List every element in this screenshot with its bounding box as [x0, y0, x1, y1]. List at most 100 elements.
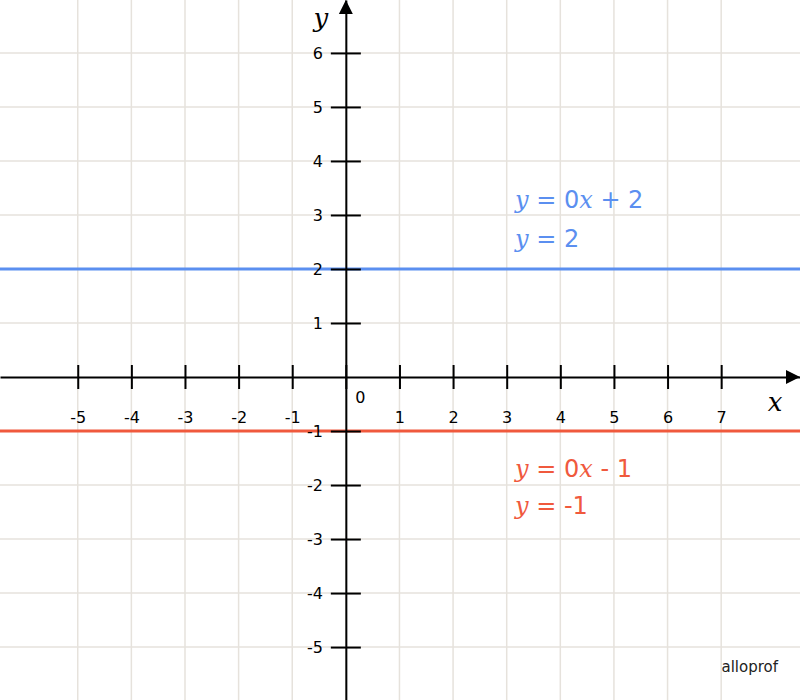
text-part: = 0 — [529, 186, 580, 214]
y-tick: 2 — [313, 260, 361, 279]
x-tick-label: 4 — [556, 408, 566, 427]
x-axis-arrow — [786, 370, 800, 384]
x-tick-label: 0 — [355, 388, 365, 407]
x-grid-line — [184, 0, 186, 700]
x-tick-label: 7 — [717, 408, 727, 427]
equation-label: y = 0x + 2 — [514, 186, 643, 214]
x-tick: 2 — [448, 365, 458, 427]
x-tick-mark — [399, 365, 401, 389]
y-grid-line — [0, 538, 800, 540]
equation-label: y = 0x - 1 — [514, 455, 632, 483]
y-tick: 5 — [313, 98, 361, 117]
x-tick-label: -2 — [231, 408, 247, 427]
y-tick-mark — [331, 214, 361, 216]
y-grid-line — [0, 646, 800, 648]
text-part: = 2 — [529, 225, 580, 253]
y-grid-line — [0, 106, 800, 108]
x-tick: 1 — [395, 365, 405, 427]
x-grid-line — [560, 0, 562, 700]
x-grid-line — [131, 0, 133, 700]
y-grid-line — [0, 268, 800, 270]
equation-label: y = -1 — [514, 492, 588, 520]
y-tick: 6 — [313, 44, 361, 63]
y-tick: -2 — [307, 476, 361, 495]
background — [0, 0, 800, 700]
annotations: y = 0x + 2y = 2y = 0x - 1y = -1 — [514, 186, 643, 520]
x-axis: -5 -4 -3 -2 -1 0 1 2 3 4 5 6 7 — [1, 365, 800, 427]
x-grid-line — [399, 0, 401, 700]
y-axis: -5 -4 -3 -2 -1 1 2 3 4 5 6 — [307, 1, 361, 700]
x-grid-line — [613, 0, 615, 700]
x-grid-line — [238, 0, 240, 700]
y-tick-label: 4 — [313, 152, 323, 171]
x-tick: 7 — [717, 365, 727, 427]
x-tick-mark — [453, 365, 455, 389]
y-tick: 1 — [313, 314, 361, 333]
y-tick: -4 — [307, 584, 361, 603]
y-tick-mark — [331, 647, 361, 649]
variable: x — [579, 455, 593, 483]
x-tick-label: 2 — [448, 408, 458, 427]
y-grid-line — [0, 430, 800, 432]
variable: y — [514, 225, 529, 253]
x-grid-line — [452, 0, 454, 700]
x-tick-mark — [560, 365, 562, 389]
x-tick: -2 — [231, 365, 247, 427]
x-tick-label: 5 — [609, 408, 619, 427]
x-tick-mark — [721, 365, 723, 389]
y-tick-label: 6 — [313, 44, 323, 63]
x-grid-line — [291, 0, 293, 700]
x-tick: -1 — [285, 365, 301, 427]
y-axis-arrow — [339, 0, 353, 14]
y-tick-label: 2 — [313, 260, 323, 279]
x-tick: 5 — [609, 365, 619, 427]
x-tick-label: 1 — [395, 408, 405, 427]
x-tick: -4 — [124, 365, 140, 427]
equation-label: y = 2 — [514, 225, 579, 253]
y-tick-label: -5 — [307, 638, 323, 657]
y-tick-mark — [331, 106, 361, 108]
y-tick-mark — [331, 268, 361, 270]
y-tick-label: -2 — [307, 476, 323, 495]
y-tick-mark — [331, 431, 361, 433]
variable: x — [579, 186, 593, 214]
y-tick-mark — [331, 539, 361, 541]
chart-svg: -5-4-3-2-101234567-5-4-3-2-1123456xyy = … — [0, 0, 800, 700]
x-tick: 6 — [663, 365, 673, 427]
x-tick: 3 — [502, 365, 512, 427]
x-grid-line — [720, 0, 722, 700]
y-tick-label: 1 — [313, 314, 323, 333]
y-tick-label: -3 — [307, 530, 323, 549]
variable: y — [514, 455, 529, 483]
y-tick: -3 — [307, 530, 361, 549]
x-tick-label: 6 — [663, 408, 673, 427]
x-axis-title: x — [768, 387, 783, 417]
y-tick-mark — [331, 593, 361, 595]
data-line — [0, 430, 800, 433]
data-line — [0, 267, 800, 270]
x-tick-label: -3 — [178, 408, 194, 427]
variable: y — [514, 492, 529, 520]
grid — [0, 0, 800, 700]
y-grid-line — [0, 52, 800, 54]
y-tick: -1 — [307, 422, 361, 441]
text-part: = 0 — [529, 455, 580, 483]
x-tick: 4 — [556, 365, 566, 427]
y-tick-label: -4 — [307, 584, 323, 603]
y-grid-line — [0, 592, 800, 594]
y-tick-label: -1 — [307, 422, 323, 441]
text-part: = -1 — [529, 492, 588, 520]
x-tick: -5 — [70, 365, 86, 427]
x-tick-mark — [667, 365, 669, 389]
y-grid-line — [0, 484, 800, 486]
x-tick: -3 — [178, 365, 194, 427]
y-grid-line — [0, 322, 800, 324]
y-tick-label: 3 — [313, 206, 323, 225]
x-tick: 0 — [346, 365, 365, 407]
y-tick-mark — [331, 160, 361, 162]
x-tick-mark — [77, 365, 79, 389]
x-grid-line — [506, 0, 508, 700]
x-tick-label: -5 — [70, 408, 86, 427]
credit: alloprof — [721, 658, 778, 676]
y-tick: 3 — [313, 206, 361, 225]
